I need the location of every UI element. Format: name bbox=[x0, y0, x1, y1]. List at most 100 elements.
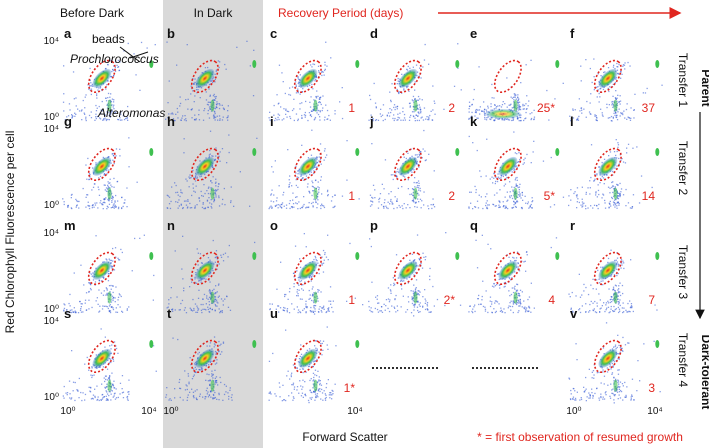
event-dot bbox=[425, 160, 426, 161]
event-dot bbox=[393, 107, 394, 108]
event-dot bbox=[216, 382, 217, 383]
recovery-day: 1 bbox=[348, 189, 355, 203]
event-dot bbox=[631, 303, 632, 304]
event-dot bbox=[602, 162, 603, 163]
event-dot bbox=[209, 345, 210, 346]
event-dot bbox=[203, 120, 204, 121]
event-dot bbox=[208, 374, 209, 375]
event-dot bbox=[497, 105, 498, 106]
event-dot bbox=[411, 312, 412, 313]
event-dot bbox=[477, 298, 478, 299]
event-dot bbox=[187, 389, 188, 390]
event-dot bbox=[301, 395, 302, 396]
event-dot bbox=[210, 290, 211, 291]
event-dot bbox=[303, 369, 304, 370]
event-dot bbox=[222, 203, 223, 204]
event-dot bbox=[105, 98, 106, 99]
event-dot bbox=[490, 248, 491, 249]
event-dot bbox=[109, 97, 110, 98]
event-dot bbox=[618, 291, 619, 292]
event-dot bbox=[641, 175, 642, 176]
event-dot bbox=[626, 152, 627, 153]
scatter-panel: s10⁴10⁰10⁰10⁴ bbox=[44, 306, 157, 417]
event-dot bbox=[210, 342, 211, 343]
density-core bbox=[211, 380, 215, 392]
event-dot bbox=[197, 310, 198, 311]
beads bbox=[655, 60, 659, 68]
event-dot bbox=[612, 107, 613, 108]
event-dot bbox=[612, 310, 613, 311]
event-dot bbox=[114, 395, 115, 396]
event-dot bbox=[517, 290, 518, 291]
event-dot bbox=[403, 280, 404, 281]
event-dot bbox=[313, 202, 314, 203]
event-dot bbox=[297, 173, 298, 174]
event-dot bbox=[69, 397, 70, 398]
event-dot bbox=[629, 300, 630, 301]
density-core bbox=[89, 154, 114, 179]
event-dot bbox=[410, 115, 411, 116]
event-dot bbox=[618, 307, 619, 308]
event-dot bbox=[520, 290, 521, 291]
event-dot bbox=[192, 299, 193, 300]
event-dot bbox=[284, 296, 285, 297]
event-dot bbox=[611, 120, 612, 121]
event-dot bbox=[228, 105, 229, 106]
event-dot bbox=[495, 177, 496, 178]
event-dot bbox=[591, 301, 592, 302]
event-dot bbox=[218, 351, 219, 352]
density-core bbox=[295, 66, 320, 91]
event-dot bbox=[215, 108, 216, 109]
event-dot bbox=[384, 202, 385, 203]
event-dot bbox=[115, 399, 116, 400]
event-dot bbox=[228, 396, 229, 397]
event-dot bbox=[577, 201, 578, 202]
event-dot bbox=[296, 86, 297, 87]
beads bbox=[252, 340, 256, 348]
event-dot bbox=[96, 386, 97, 387]
event-dot bbox=[610, 151, 611, 152]
density-core bbox=[414, 100, 418, 112]
event-dot bbox=[114, 200, 115, 201]
event-dot bbox=[371, 204, 372, 205]
event-dot bbox=[231, 400, 232, 401]
event-dot bbox=[102, 308, 103, 309]
event-dot bbox=[74, 272, 75, 273]
event-dot bbox=[519, 120, 520, 121]
event-dot bbox=[621, 188, 622, 189]
event-dot bbox=[597, 270, 598, 271]
event-dot bbox=[309, 191, 310, 192]
beads bbox=[355, 60, 359, 68]
event-dot bbox=[207, 345, 208, 346]
event-dot bbox=[321, 311, 322, 312]
event-dot bbox=[88, 205, 89, 206]
event-dot bbox=[156, 371, 157, 372]
event-dot bbox=[423, 130, 424, 131]
event-dot bbox=[602, 369, 603, 370]
event-dot bbox=[615, 97, 616, 98]
event-dot bbox=[286, 205, 287, 206]
event-dot bbox=[485, 309, 486, 310]
event-dot bbox=[308, 157, 309, 158]
event-dot bbox=[81, 303, 82, 304]
event-dot bbox=[420, 306, 421, 307]
event-dot bbox=[528, 201, 529, 202]
event-dot bbox=[490, 301, 491, 302]
event-dot bbox=[320, 343, 321, 344]
event-dot bbox=[219, 312, 220, 313]
event-dot bbox=[178, 208, 179, 209]
event-dot bbox=[104, 290, 105, 291]
event-dot bbox=[113, 361, 114, 362]
event-dot bbox=[208, 299, 209, 300]
event-dot bbox=[227, 392, 228, 393]
event-dot bbox=[109, 311, 110, 312]
event-dot bbox=[324, 119, 325, 120]
event-dot bbox=[518, 310, 519, 311]
event-dot bbox=[577, 187, 578, 188]
event-dot bbox=[218, 393, 219, 394]
event-dot bbox=[612, 363, 613, 364]
event-dot bbox=[300, 94, 301, 95]
event-dot bbox=[310, 106, 311, 107]
event-dot bbox=[633, 194, 634, 195]
event-dot bbox=[478, 295, 479, 296]
